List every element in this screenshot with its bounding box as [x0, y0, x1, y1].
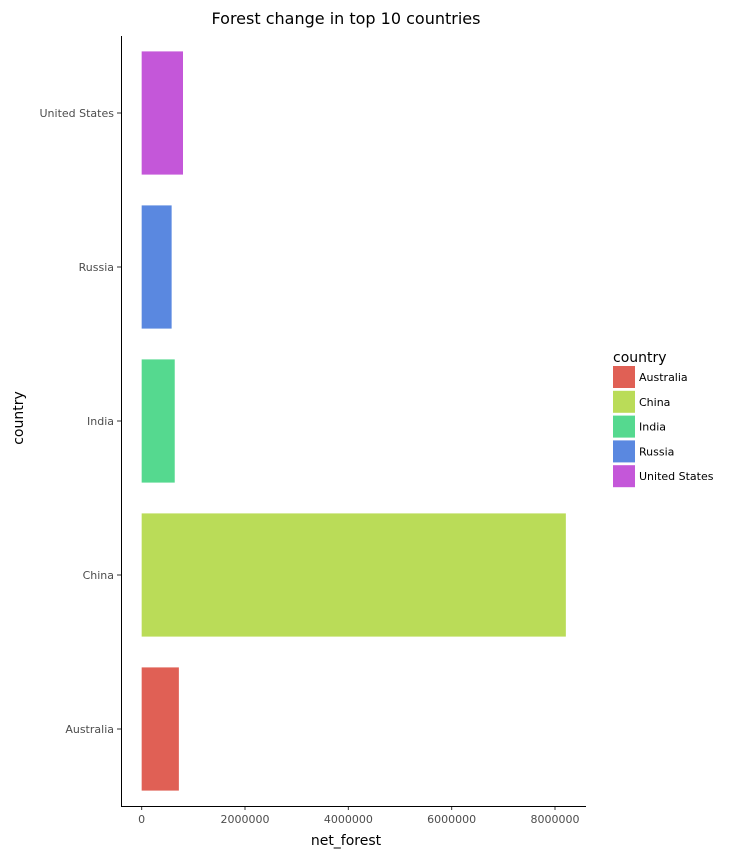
y-tick-label: United States: [40, 107, 115, 120]
legend-swatch-australia: [613, 366, 635, 388]
y-tick-label: Russia: [79, 261, 114, 274]
bar-india: [141, 359, 175, 483]
y-tick-label: India: [87, 415, 114, 428]
x-tick-label: 8000000: [531, 813, 580, 826]
x-tick-label: 6000000: [427, 813, 476, 826]
legend-label-australia: Australia: [639, 371, 688, 384]
chart-title: Forest change in top 10 countries: [212, 9, 481, 28]
legend-label-russia: Russia: [639, 445, 674, 458]
x-tick-label: 2000000: [221, 813, 270, 826]
legend: country Australia China India Russia United …: [613, 350, 714, 488]
y-tick-label: China: [83, 569, 114, 582]
y-tick-label: Australia: [65, 723, 114, 736]
legend-title: country: [613, 350, 667, 366]
x-tick-label: 0: [138, 813, 145, 826]
bar-china: [141, 513, 566, 637]
bars-group: [141, 51, 566, 791]
legend-label-india: India: [639, 421, 666, 434]
x-tick-label: 4000000: [324, 813, 373, 826]
legend-label-united-states: United States: [639, 470, 714, 483]
x-axis-title: net_forest: [311, 833, 382, 849]
bar-russia: [141, 205, 172, 329]
y-axis-ticks: Australia China India Russia United States: [40, 107, 121, 736]
legend-swatch-united-states: [613, 465, 635, 488]
x-axis-ticks: 0 2000000 4000000 6000000 8000000: [138, 806, 580, 826]
y-axis-title: country: [11, 391, 27, 445]
legend-label-china: China: [639, 396, 670, 409]
legend-swatch-russia: [613, 440, 635, 463]
bar-united-states: [141, 51, 183, 175]
legend-swatch-india: [613, 415, 635, 438]
legend-swatch-china: [613, 390, 635, 413]
bar-australia: [141, 667, 179, 791]
